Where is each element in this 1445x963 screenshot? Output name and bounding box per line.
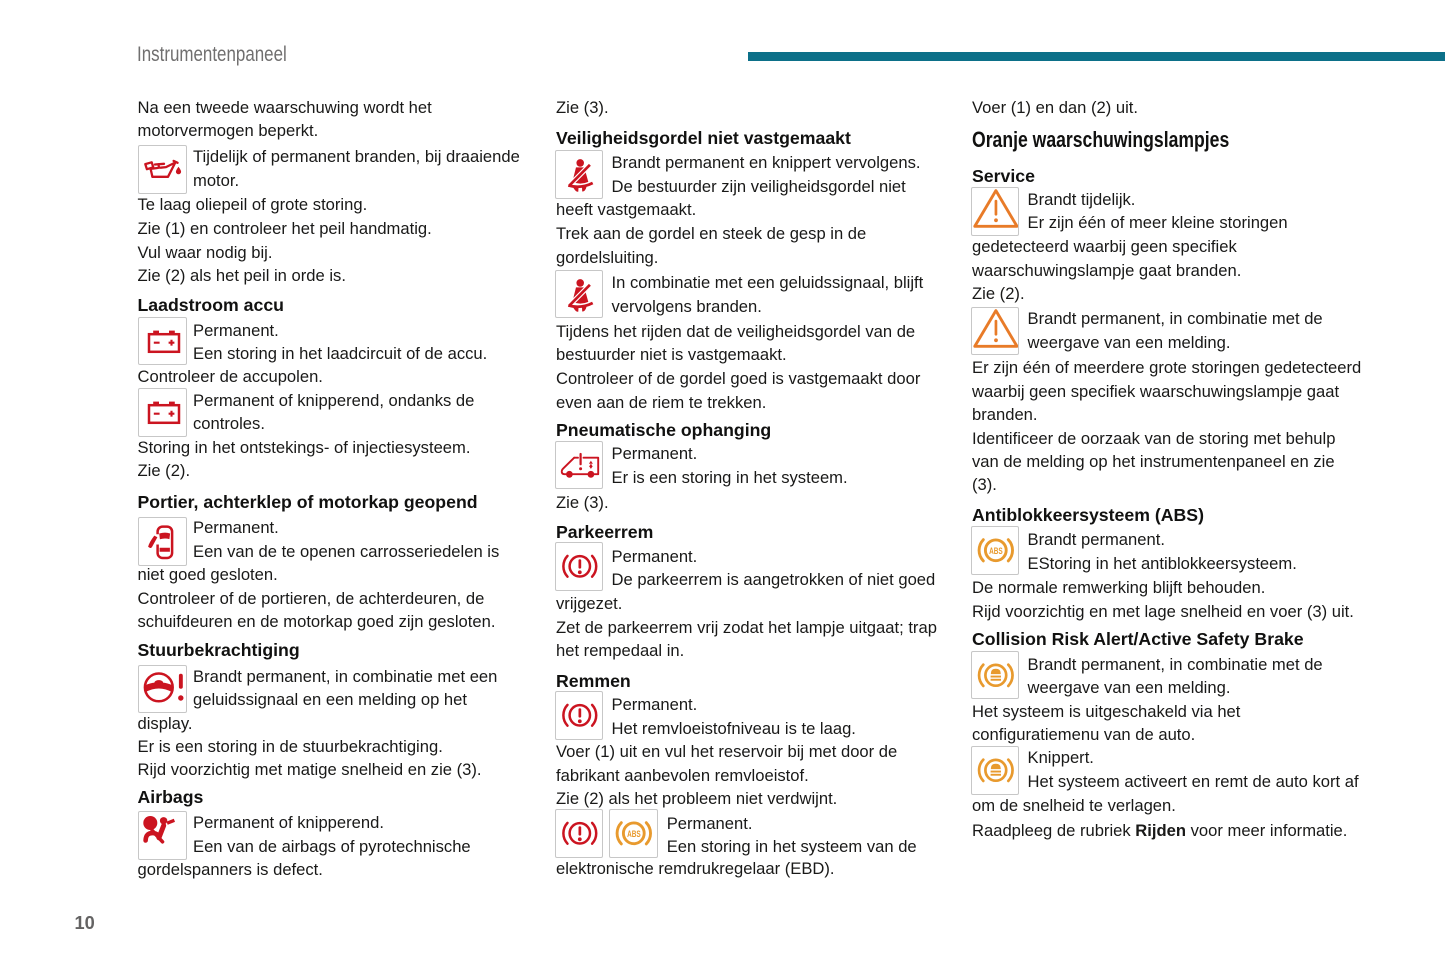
svg-text:ABS: ABS	[627, 829, 641, 840]
svg-text:ABS: ABS	[989, 546, 1003, 557]
